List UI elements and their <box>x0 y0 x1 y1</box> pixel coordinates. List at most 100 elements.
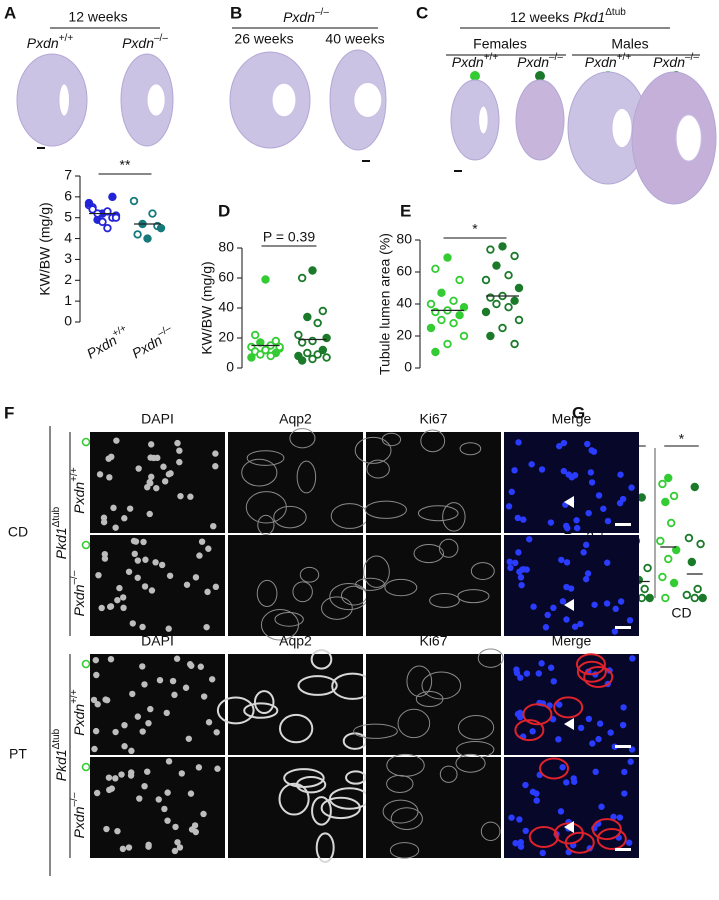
nucleus <box>627 758 634 765</box>
aqp2-signal <box>553 696 584 719</box>
nucleus <box>557 808 565 815</box>
tubule-outline <box>363 555 390 588</box>
nucleus <box>591 601 598 608</box>
nucleus <box>129 690 136 698</box>
nucleus <box>147 705 154 713</box>
genotype-label-base: Pxdn <box>653 54 685 70</box>
nucleus <box>584 440 591 448</box>
nucleus <box>125 568 133 575</box>
y-tick-label: 0 <box>404 359 412 375</box>
kidney-pelvis <box>58 83 70 117</box>
y-tick-label: 20 <box>218 329 234 345</box>
nucleus <box>585 715 593 723</box>
age-label: 40 weeks <box>325 31 384 47</box>
nucleus <box>544 611 551 619</box>
nucleus <box>173 655 181 662</box>
data-point <box>108 192 117 202</box>
nucleus <box>129 620 136 627</box>
kidney-pelvis <box>478 105 489 135</box>
data-point <box>658 479 667 489</box>
genotype-label: Pxdn–/– <box>122 33 168 51</box>
data-point <box>431 307 440 317</box>
y-tick-label: 0 <box>226 359 234 375</box>
nucleus <box>176 447 183 454</box>
nucleus <box>580 549 587 556</box>
genotype-label-sup: –/– <box>69 570 80 584</box>
nucleus <box>512 559 519 567</box>
genotype-label-base: Pxdn <box>71 704 87 736</box>
nucleus <box>171 691 178 699</box>
nucleus <box>595 492 603 499</box>
tubule-outline <box>386 774 414 793</box>
data-point <box>514 315 524 325</box>
genotype-label-sup: +/+ <box>484 52 499 63</box>
scale-bar <box>615 626 631 629</box>
nucleus <box>604 559 611 566</box>
genotype-label-sup: –/– <box>69 792 80 806</box>
nucleus <box>505 503 513 510</box>
y-tick-label: 80 <box>396 231 412 247</box>
genotype-label-base: Pxdn <box>585 54 617 70</box>
genotype-label-sup: +/+ <box>617 52 632 63</box>
data-point <box>266 351 275 361</box>
data-point <box>297 338 307 347</box>
data-point <box>250 330 260 340</box>
aqp2-signal <box>528 825 559 848</box>
nucleus <box>146 478 153 486</box>
strain-label-base: Pkd1 <box>53 749 69 781</box>
nucleus <box>187 493 194 500</box>
data-point <box>690 593 699 603</box>
nucleus <box>134 574 141 581</box>
tubule-outline <box>421 671 462 700</box>
nucleus <box>213 729 220 736</box>
kidney-image <box>515 79 565 161</box>
nucleus <box>603 600 611 607</box>
scale-bar <box>454 170 462 172</box>
nucleus <box>112 524 119 531</box>
y-axis-label: KW/BW (mg/g) <box>37 202 53 295</box>
nucleus <box>560 467 568 475</box>
sex-label: Males <box>611 36 648 52</box>
nucleus <box>522 827 529 835</box>
data-point <box>684 533 694 543</box>
nucleus <box>556 701 563 708</box>
nucleus <box>144 768 151 775</box>
nucleus <box>535 670 543 677</box>
nucleus <box>107 603 115 610</box>
y-tick-label: 20 <box>396 327 412 343</box>
tubule-outline <box>384 578 418 597</box>
kidney-image <box>450 79 500 161</box>
nucleus <box>616 814 624 821</box>
data-point <box>661 593 670 603</box>
data-point <box>322 333 331 343</box>
micrograph <box>366 535 501 636</box>
nucleus <box>515 549 522 556</box>
nucleus <box>121 743 128 750</box>
panel-letter: C <box>416 3 428 22</box>
nucleus <box>616 499 624 507</box>
tubule-outline <box>321 596 353 620</box>
nucleus <box>577 724 585 732</box>
nucleus <box>516 714 524 721</box>
nucleus <box>100 518 108 526</box>
kidney-image <box>16 53 88 147</box>
nucleus <box>571 623 579 630</box>
nucleus <box>625 839 633 846</box>
data-point <box>449 319 458 328</box>
genotype-label: Pxdn–/– <box>653 52 699 70</box>
nucleus <box>559 764 566 771</box>
genotype-label-sup: –/– <box>685 52 699 63</box>
genotype-label-base: Pxdn <box>517 54 549 70</box>
data-point <box>693 584 702 594</box>
nucleus <box>508 488 515 496</box>
nucleus <box>508 814 515 821</box>
data-point <box>84 198 94 208</box>
genotype-label-sup: –/– <box>315 7 329 18</box>
genotype-label: Pxdn–/– <box>69 792 87 838</box>
data-point <box>658 572 667 582</box>
nucleus <box>187 790 195 797</box>
nucleus <box>141 681 148 688</box>
nucleus <box>169 677 177 685</box>
data-point <box>640 584 649 594</box>
